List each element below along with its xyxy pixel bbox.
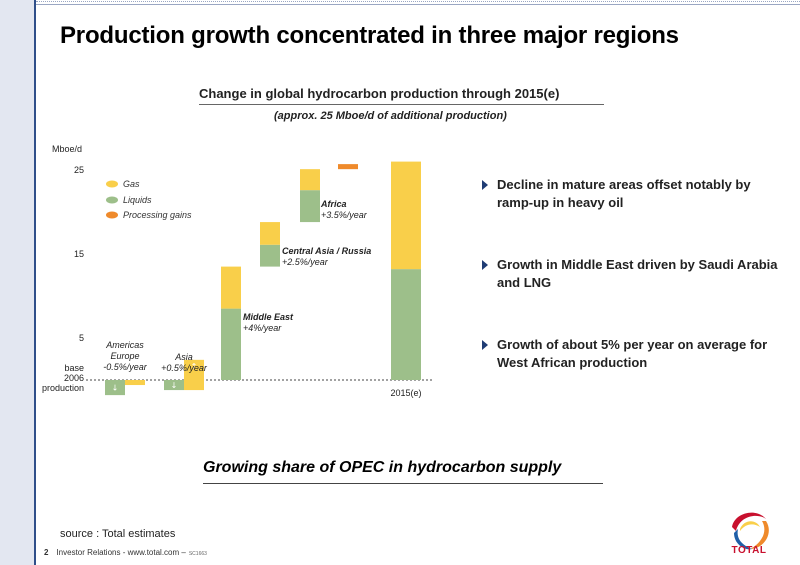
- category-label: Europe: [110, 351, 139, 361]
- bar-liquids: [105, 380, 125, 396]
- total-category-label: 2015(e): [390, 388, 421, 398]
- total-logo-icon: [732, 512, 769, 550]
- legend-label-processing: Processing gains: [123, 210, 192, 220]
- chart-subtitle: Change in global hydrocarbon production …: [199, 86, 560, 101]
- legend-label-liquids: Liquids: [123, 195, 152, 205]
- base-label: 2006: [64, 373, 84, 383]
- y-tick-label: 25: [74, 165, 84, 175]
- bar-liquids: [300, 190, 320, 223]
- bottom-message-underline: [203, 483, 603, 484]
- bar-gas: [125, 380, 145, 386]
- y-axis-label: Mboe/d: [52, 144, 82, 154]
- left-margin-rule: [34, 0, 36, 565]
- bar-gas: [260, 222, 280, 245]
- y-tick-label: 15: [74, 249, 84, 259]
- y-tick-label: 5: [79, 333, 84, 343]
- bar-total-gas: [391, 161, 421, 270]
- footer-code: SC1663: [188, 551, 207, 557]
- bar-gas: [184, 359, 204, 391]
- bar-gas: [221, 266, 241, 309]
- footer: 2 Investor Relations - www.total.com – SC1…: [44, 548, 207, 557]
- source-note: source : Total estimates: [60, 528, 176, 540]
- up-arrow-icon: ↑: [191, 362, 198, 371]
- logo-text: TOTAL: [731, 545, 767, 556]
- footer-text: Investor Relations - www.total.com –: [56, 548, 186, 557]
- down-arrow-icon: ↓: [112, 384, 119, 393]
- growth-label: +2.5%/year: [282, 257, 329, 267]
- category-label: Central Asia / Russia: [282, 246, 371, 256]
- legend-label-gas: Gas: [123, 179, 140, 189]
- bar-liquids: [164, 380, 184, 391]
- down-arrow-icon: ↓: [171, 381, 178, 390]
- base-label: production: [42, 383, 84, 393]
- growth-label: +0.5%/year: [161, 363, 208, 373]
- top-rule: [36, 4, 800, 5]
- category-label: Middle East: [243, 312, 294, 322]
- bullet-item: Growth in Middle East driven by Saudi Ar…: [480, 256, 780, 292]
- legend-swatch-liquids: [106, 196, 118, 204]
- chart-subnote: (approx. 25 Mboe/d of additional product…: [274, 110, 507, 122]
- top-dotted-rule: [36, 1, 800, 2]
- growth-label: -0.5%/year: [103, 362, 148, 372]
- growth-label: +3.5%/year: [321, 210, 368, 220]
- left-margin-band: [0, 0, 35, 565]
- category-label: Africa: [320, 199, 347, 209]
- bar-total-liquids: [391, 269, 421, 380]
- slide-title: Production growth concentrated in three …: [60, 22, 679, 49]
- growth-label: +4%/year: [243, 323, 282, 333]
- subtitle-underline: [199, 104, 604, 105]
- bar-liquids: [221, 308, 241, 380]
- base-label: base: [64, 363, 84, 373]
- category-label: Asia: [174, 352, 193, 362]
- bullet-item: Decline in mature areas offset notably b…: [480, 176, 780, 212]
- page-number: 2: [44, 548, 49, 557]
- bullet-item: Growth of about 5% per year on average f…: [480, 336, 780, 372]
- category-label: Americas: [105, 340, 144, 350]
- bar-liquids: [260, 244, 280, 267]
- bottom-message: Growing share of OPEC in hydrocarbon sup…: [203, 459, 562, 476]
- bar-processing-gains: [338, 164, 358, 170]
- bar-gas: [300, 169, 320, 191]
- legend-swatch-gas: [106, 180, 118, 188]
- bullet-list: Decline in mature areas offset notably b…: [480, 176, 780, 416]
- legend-swatch-processing: [106, 211, 118, 219]
